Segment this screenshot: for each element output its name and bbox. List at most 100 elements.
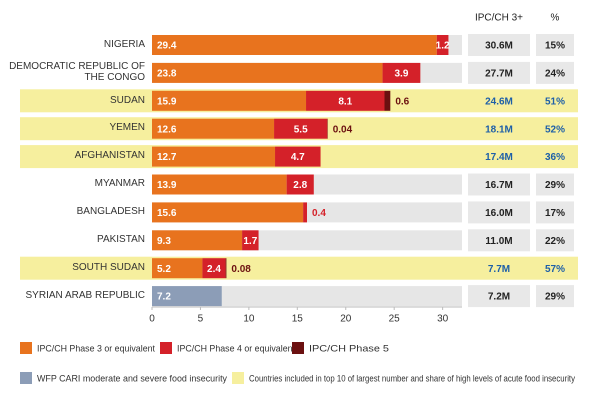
table-cell [536, 229, 574, 252]
bar-segment [152, 146, 276, 167]
table-value: 30.6M [485, 41, 513, 52]
table-value: 24.6M [485, 96, 513, 107]
data-label: 29.4 [157, 41, 177, 52]
bar-segment [202, 258, 226, 279]
data-label: 0.6 [395, 96, 409, 107]
data-label: 8.1 [338, 96, 352, 107]
bar-segment [303, 202, 307, 223]
data-label: 0.4 [312, 208, 326, 219]
legend-swatch [20, 342, 32, 354]
bar-segment [152, 35, 437, 55]
x-tick-label: 25 [389, 314, 401, 325]
table-value: 36% [545, 152, 565, 163]
data-label: 23.8 [157, 69, 177, 80]
table-cell [536, 173, 574, 196]
legend-label: WFP CARI moderate and severe food insecu… [37, 373, 227, 383]
category-label: YEMEN [109, 122, 145, 134]
x-tick-label: 20 [340, 314, 352, 325]
table-value: 22% [545, 236, 565, 247]
legend-swatch [160, 342, 172, 354]
data-label: 12.6 [157, 124, 177, 135]
bar-segment [152, 230, 243, 251]
bar-segment [382, 62, 421, 83]
legend-label: IPC/CH Phase 4 or equivalent [177, 343, 295, 353]
table-cell [536, 34, 574, 56]
data-label: 4.7 [291, 152, 305, 163]
table-value: 15% [545, 41, 565, 52]
table-cell [468, 173, 530, 196]
bar-segment [274, 118, 328, 139]
table-header: IPC/CH 3+ [475, 13, 523, 24]
category-label: SYRIAN ARAB REPUBLIC [25, 289, 145, 301]
table-cell [536, 285, 574, 308]
x-tick-label: 15 [292, 314, 304, 325]
table-value: 29% [545, 292, 565, 303]
table-value: 16.7M [485, 180, 513, 191]
table-cell [468, 61, 530, 84]
data-label: 3.9 [395, 69, 409, 80]
table-cell [468, 201, 530, 224]
table-value: 18.1M [485, 124, 513, 135]
x-tick-label: 10 [243, 314, 255, 325]
x-tick-label: 30 [437, 314, 449, 325]
category-label: PAKISTAN [97, 234, 145, 246]
bar-segment [152, 90, 307, 111]
table-value: 29% [545, 180, 565, 191]
category-label: AFGHANISTAN [74, 150, 145, 162]
bar-segment [152, 202, 304, 223]
table-cell [468, 229, 530, 252]
bar-segment [242, 230, 259, 251]
legend-swatch [292, 342, 304, 354]
category-label: SOUTH SUDAN [72, 261, 145, 273]
data-label: 13.9 [157, 180, 177, 191]
data-label: 0.04 [333, 124, 353, 135]
table-value: 11.0M [485, 236, 512, 247]
bar-segment [152, 174, 287, 195]
table-value: 27.7M [485, 69, 513, 80]
x-tick-label: 0 [149, 314, 155, 325]
bar-segment [225, 258, 227, 279]
legend-swatch [232, 372, 244, 384]
legend-label: IPC/CH Phase 5 [309, 343, 389, 353]
data-label: 5.2 [157, 264, 171, 275]
category-label: SUDAN [109, 94, 145, 106]
table-header: % [551, 13, 560, 24]
bar-segment [286, 174, 314, 195]
data-label: 7.2 [157, 292, 171, 303]
data-label: 12.7 [157, 152, 177, 163]
category-label: NIGERIA [103, 38, 145, 50]
bar-segment [384, 90, 391, 111]
category-label: DEMOCRATIC REPUBLIC OF THE CONGO [9, 61, 145, 83]
table-value: 51% [545, 96, 565, 107]
category-label: MYANMAR [94, 178, 145, 190]
bar-track [152, 286, 462, 307]
data-label: 2.4 [207, 264, 221, 275]
data-label: 0.08 [231, 264, 251, 275]
category-label: BANGLADESH [76, 206, 145, 218]
data-label: 2.8 [293, 180, 307, 191]
table-cell [468, 34, 530, 56]
table-cell [536, 201, 574, 224]
table-value: 52% [545, 124, 565, 135]
data-label: 9.3 [157, 236, 171, 247]
table-value: 7.2M [488, 292, 510, 303]
table-value: 24% [545, 69, 565, 80]
table-cell [536, 61, 574, 84]
bar-track [152, 258, 462, 279]
bar-segment [152, 286, 222, 307]
table-value: 17% [545, 208, 565, 219]
data-label: 15.6 [157, 208, 177, 219]
bar-segment [306, 90, 385, 111]
data-label: 1.7 [243, 236, 257, 247]
table-value: 16.0M [485, 208, 513, 219]
bar-segment [152, 118, 275, 139]
table-value: 7.7M [488, 264, 510, 275]
bar-segment [152, 258, 203, 279]
table-value: 17.4M [485, 152, 513, 163]
bar-segment [436, 35, 449, 55]
x-tick-label: 5 [198, 314, 204, 325]
data-label: 5.5 [294, 124, 308, 135]
table-cell [468, 285, 530, 308]
